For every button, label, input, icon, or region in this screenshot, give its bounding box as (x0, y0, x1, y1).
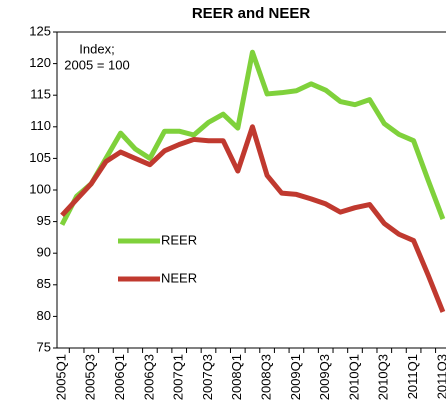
y-tick-label: 105 (29, 150, 51, 165)
legend-label: NEER (161, 270, 197, 285)
y-tick-label: 120 (29, 55, 51, 70)
x-tick-label: 2009Q3 (317, 354, 332, 400)
chart-title: REER and NEER (192, 5, 311, 22)
line-series (59, 49, 446, 226)
x-tick-label: 2010Q1 (346, 354, 361, 400)
x-tick-label: 2006Q1 (112, 354, 127, 400)
x-tick-label: 2010Q3 (376, 354, 391, 400)
x-tick-label: 2007Q1 (171, 354, 186, 400)
line-series (60, 124, 446, 313)
y-tick-label: 90 (37, 245, 51, 260)
annotation: 2005 = 100 (64, 57, 129, 72)
x-tick-label: 2009Q1 (288, 354, 303, 400)
legend-label: REER (161, 232, 197, 247)
y-tick-label: 85 (37, 276, 51, 291)
plot-area (59, 49, 446, 313)
y-tick-label: 115 (30, 87, 51, 102)
y-tick-label: 125 (29, 23, 51, 38)
y-tick-label: 110 (30, 118, 51, 133)
x-tick-label: 2008Q1 (229, 354, 244, 400)
x-tick-label: 2008Q3 (259, 354, 274, 400)
y-tick-label: 100 (29, 181, 51, 196)
x-tick-label: 2011Q3 (434, 354, 446, 399)
y-tick-label: 95 (37, 213, 51, 228)
y-tick-label: 80 (37, 308, 51, 323)
x-tick-label: 2011Q1 (405, 354, 420, 399)
annotation: Index; (79, 41, 114, 56)
axes (56, 31, 446, 349)
x-tick-label: 2005Q1 (53, 354, 68, 400)
x-tick-label: 2006Q3 (141, 354, 156, 400)
y-tick-label: 75 (37, 339, 51, 354)
x-tick-label: 2005Q3 (83, 354, 98, 400)
x-tick-label: 2007Q3 (200, 354, 215, 400)
